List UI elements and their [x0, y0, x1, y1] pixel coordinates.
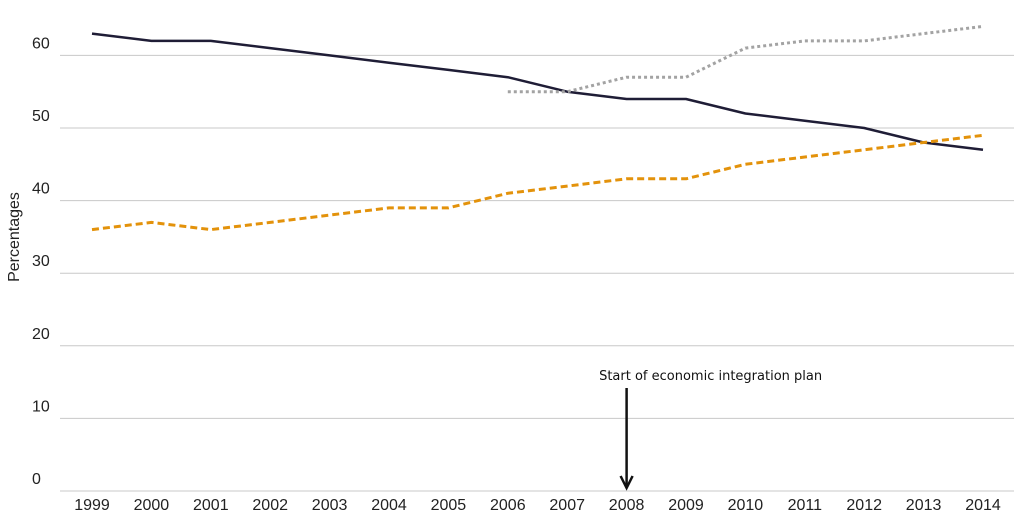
y-tick-label: 0 [32, 471, 41, 488]
x-tick-label: 2005 [431, 497, 467, 512]
x-tick-label: 2014 [965, 497, 1001, 512]
y-tick-label: 30 [32, 253, 50, 270]
x-tick-label: 2007 [549, 497, 585, 512]
x-tick-label: 2002 [252, 497, 288, 512]
y-tick-label: 60 [32, 35, 50, 52]
x-tick-label: 2013 [906, 497, 942, 512]
annotation: Start of economic integration plan [599, 369, 822, 491]
y-tick-label: 10 [32, 398, 50, 415]
x-axis-ticks: 1999 2000 2001 2002 2003 2004 2005 2006 2007 2008… [74, 497, 1001, 512]
x-tick-label: 2009 [668, 497, 704, 512]
series-gray-dotted-line [507, 24, 984, 94]
annotation-text: Start of economic integration plan [599, 369, 822, 384]
x-tick-label: 2000 [134, 497, 170, 512]
x-tick-label: 2001 [193, 497, 229, 512]
x-tick-label: 2010 [728, 497, 764, 512]
series-orange-dashed-line [91, 133, 984, 232]
y-axis-title: Percentages [6, 192, 23, 282]
x-tick-label: 2011 [788, 497, 823, 512]
y-axis-ticks: 0 10 20 30 40 50 60 [32, 35, 50, 488]
series-lines [91, 24, 984, 232]
x-tick-label: 2003 [312, 497, 348, 512]
x-tick-label: 2006 [490, 497, 526, 512]
x-tick-label: 1999 [74, 497, 110, 512]
x-tick-label: 2012 [846, 497, 882, 512]
series-dark-solid-line [91, 32, 984, 152]
gridlines [60, 54, 1014, 492]
x-tick-label: 2008 [609, 497, 645, 512]
annotation-arrow-head-icon [619, 475, 634, 491]
y-tick-label: 40 [32, 181, 50, 198]
y-tick-label: 50 [32, 108, 50, 125]
x-tick-label: 2004 [371, 497, 407, 512]
y-tick-label: 20 [32, 326, 50, 343]
